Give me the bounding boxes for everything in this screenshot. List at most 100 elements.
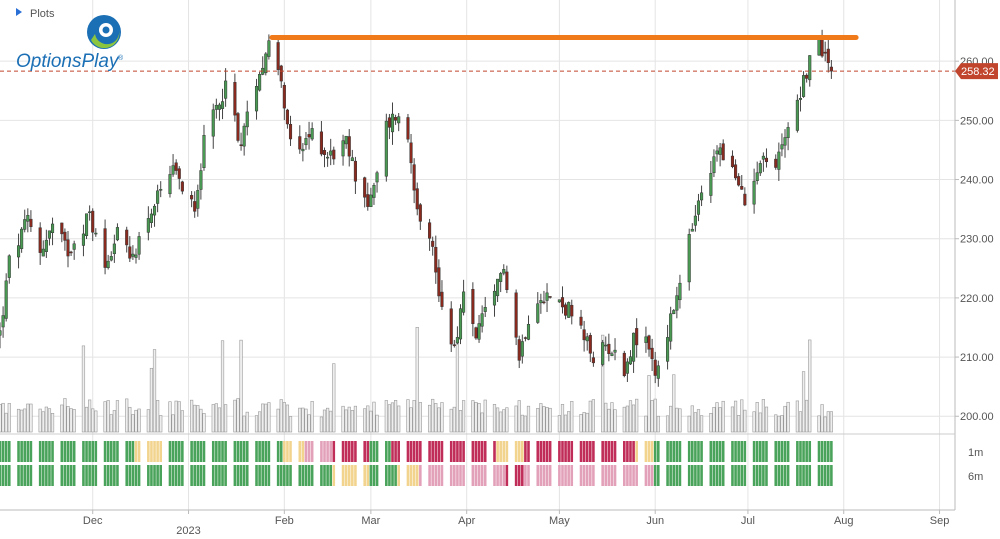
signal-cell xyxy=(783,465,787,486)
volume-bar xyxy=(542,406,546,433)
signal-cell xyxy=(823,441,827,462)
signal-cell xyxy=(239,465,243,486)
volume-bar xyxy=(483,399,487,433)
signal-cell xyxy=(310,441,314,462)
candle-body xyxy=(224,80,228,99)
signal-cell xyxy=(743,441,747,462)
signal-cell xyxy=(351,465,354,486)
signal-cell xyxy=(570,465,574,486)
candle-body xyxy=(363,177,367,198)
candle-body xyxy=(628,356,633,365)
candle-body xyxy=(211,109,215,137)
candle-body xyxy=(696,200,701,215)
volume-bar xyxy=(601,334,605,433)
signal-cell xyxy=(650,465,654,486)
signal-cell xyxy=(323,441,326,462)
signal-cell xyxy=(712,441,716,462)
signal-cell xyxy=(718,465,722,486)
candle-body xyxy=(282,84,286,109)
signal-cell xyxy=(131,465,135,486)
volume-bar xyxy=(434,403,438,433)
candle-body xyxy=(409,142,413,164)
volume-bar xyxy=(557,415,561,433)
candle-body xyxy=(190,195,194,200)
volume-bar xyxy=(545,407,549,433)
signal-cell xyxy=(477,465,481,486)
signal-cell xyxy=(369,441,373,462)
volume-bar xyxy=(20,409,24,433)
candle-body xyxy=(202,135,206,168)
signal-cell xyxy=(644,441,648,462)
signal-cell xyxy=(737,441,740,462)
x-tick-label: Apr xyxy=(458,515,475,527)
candle-body xyxy=(523,337,527,339)
signal-cell xyxy=(582,465,586,486)
x-axis-ticks: Dec 2023 Feb Mar Apr May Jun Jul Aug Sep xyxy=(83,510,949,537)
volume-bar xyxy=(823,416,827,433)
volume-bar xyxy=(613,409,617,433)
candle-body xyxy=(829,66,833,72)
signal-cell xyxy=(449,441,453,462)
volume-bar xyxy=(492,404,497,433)
x-tick-label: May xyxy=(549,515,570,527)
candle-body xyxy=(474,327,478,339)
plots-toggle[interactable]: Plots xyxy=(16,8,55,20)
signal-cell xyxy=(762,441,765,462)
signal-cell xyxy=(261,465,265,486)
volume-bar xyxy=(177,401,181,433)
candle-body xyxy=(134,254,138,258)
signal-cell xyxy=(258,441,261,462)
signal-cell xyxy=(734,465,737,486)
candle-body xyxy=(678,282,682,301)
signal-cell xyxy=(480,465,484,486)
signal-cell xyxy=(190,441,193,462)
signal-cell xyxy=(91,441,95,462)
signal-cell xyxy=(712,465,716,486)
volume-bar xyxy=(220,340,225,433)
volume-bar xyxy=(81,345,86,433)
signal-cell xyxy=(548,465,552,486)
signal-cell xyxy=(72,465,76,486)
signal-cell xyxy=(344,441,348,462)
signal-cell xyxy=(623,441,626,462)
signal-cell xyxy=(431,465,434,486)
signal-cell xyxy=(802,465,805,486)
y-axis-ticks: 200.00210.00220.00230.00240.00250.00260.… xyxy=(955,56,994,423)
signal-row-label-6m: 6m xyxy=(968,471,983,483)
candle-body xyxy=(496,278,500,297)
signal-cell xyxy=(181,465,184,486)
y-tick-label: 210.00 xyxy=(960,352,994,364)
signal-cell xyxy=(690,441,694,462)
candle-body xyxy=(743,193,747,206)
signal-cell xyxy=(159,441,163,462)
signal-cell xyxy=(245,465,249,486)
volume-bar xyxy=(261,403,265,433)
signal-cell xyxy=(17,465,20,486)
signal-cell xyxy=(604,441,608,462)
volume-bar xyxy=(427,404,432,433)
candle-body xyxy=(826,48,830,63)
volume-bar xyxy=(579,414,583,433)
signal-cell xyxy=(579,465,583,486)
last-price-badge: 258.32 xyxy=(955,63,998,80)
signal-cell xyxy=(471,441,475,462)
signal-cell xyxy=(128,465,132,486)
triangle-right-icon xyxy=(16,8,22,16)
volume-bar xyxy=(44,406,48,433)
signal-cell xyxy=(106,465,110,486)
signal-cell xyxy=(218,441,221,462)
x-tick-label: Aug xyxy=(834,515,854,527)
signal-cell xyxy=(199,441,203,462)
signal-cell xyxy=(709,441,713,462)
volume-bar xyxy=(415,327,419,433)
signal-cell xyxy=(66,465,70,486)
signal-cell xyxy=(666,441,669,462)
volume-bar xyxy=(610,402,614,433)
signal-cell xyxy=(524,441,527,462)
signal-cell xyxy=(17,441,20,462)
candle-body xyxy=(128,246,132,259)
volume-bar xyxy=(808,339,812,433)
signal-cell xyxy=(783,441,787,462)
volume-bar xyxy=(146,409,150,433)
